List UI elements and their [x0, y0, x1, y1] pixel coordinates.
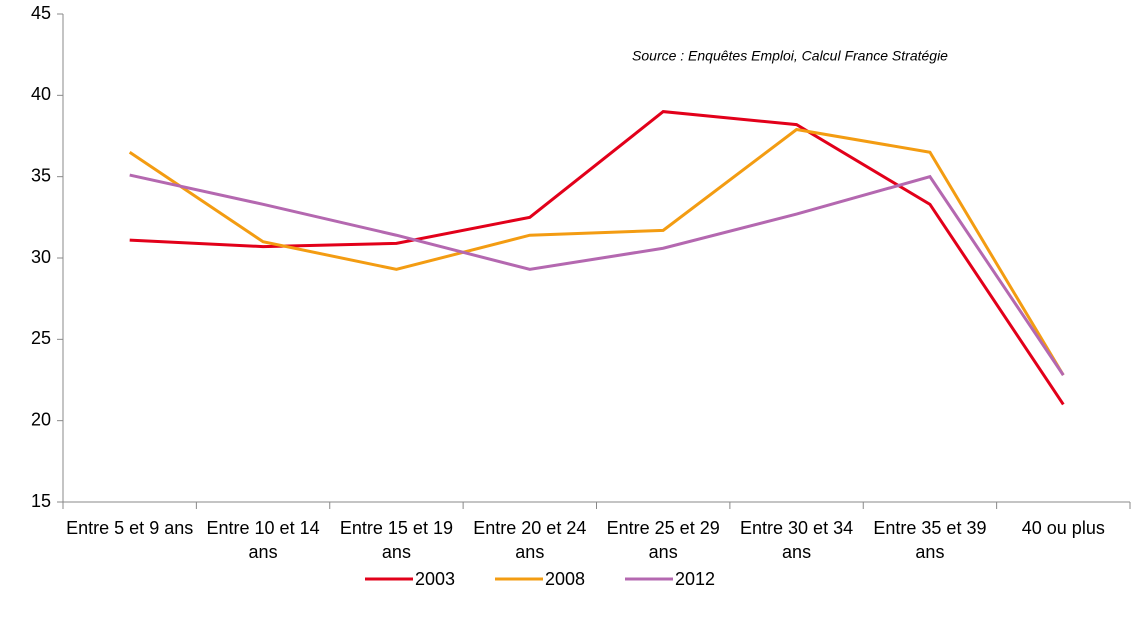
y-tick-label: 15	[31, 491, 51, 511]
y-tick-label: 45	[31, 3, 51, 23]
x-tick-label: Entre 35 et 39 ans	[873, 518, 987, 562]
x-tick-label: 40 ou plus	[1021, 518, 1105, 538]
x-tick-label: Entre 5 et 9 ans	[66, 518, 194, 538]
y-tick-label: 35	[31, 165, 51, 185]
x-tick-label: Entre 25 et 29 ans	[606, 518, 720, 562]
x-tick-label: Entre 15 et 19 ans	[339, 518, 453, 562]
x-tick-label: Entre 30 et 34 ans	[740, 518, 854, 562]
x-tick-label: Entre 20 et 24 ans	[473, 518, 587, 562]
x-tick-label: Entre 10 et 14 ans	[206, 518, 320, 562]
y-tick-label: 25	[31, 328, 51, 348]
legend-label: 2008	[545, 569, 585, 589]
source-note: Source : Enquêtes Emploi, Calcul France …	[632, 48, 948, 64]
line	[129, 173, 1065, 376]
y-tick-label: 30	[31, 247, 51, 267]
y-tick-label: 20	[31, 409, 51, 429]
legend-label: 2003	[415, 569, 455, 589]
line	[128, 127, 1065, 376]
y-tick-label: 40	[31, 84, 51, 104]
legend-label: 2012	[675, 569, 715, 589]
